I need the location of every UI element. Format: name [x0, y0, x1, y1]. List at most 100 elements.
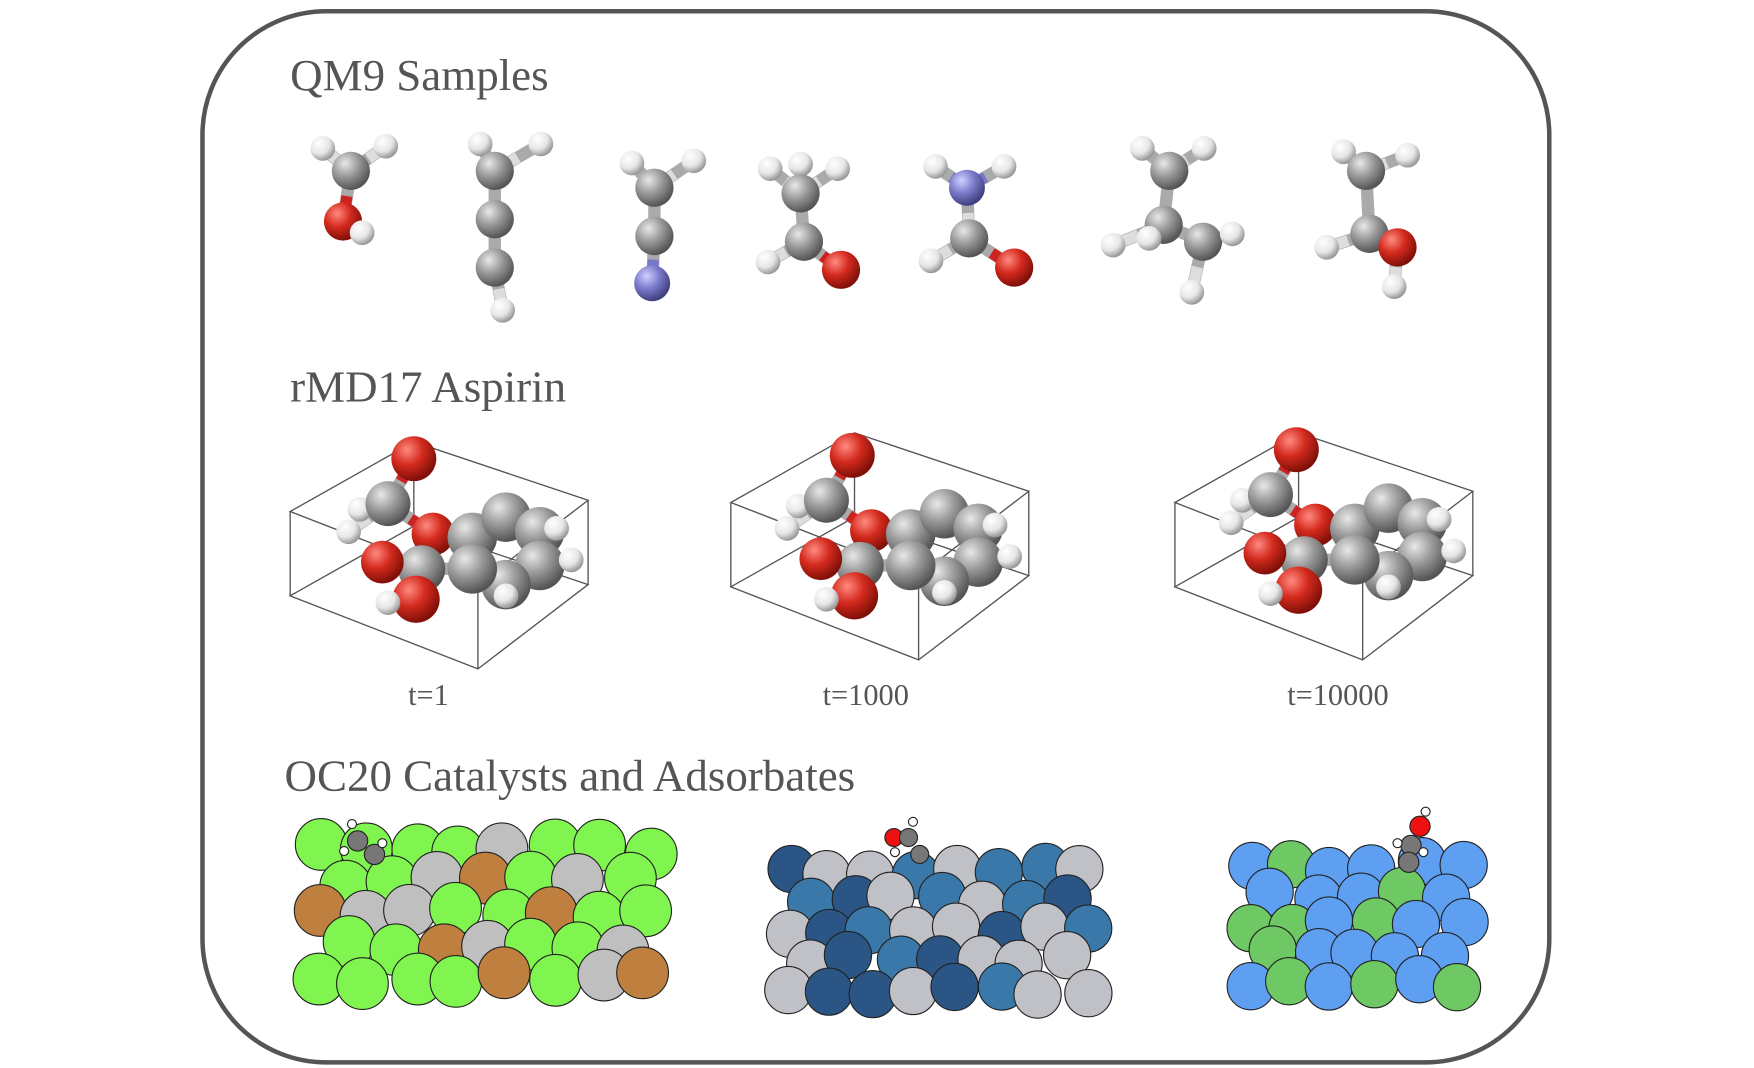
atom: [1274, 566, 1323, 614]
adsorbate-atom: [898, 827, 919, 848]
atom: [784, 222, 824, 261]
atom: [365, 481, 411, 527]
surface-atom: [764, 965, 813, 1015]
atom: [490, 297, 516, 323]
surface-atom: [1064, 969, 1113, 1018]
atom: [528, 131, 554, 157]
atom: [619, 150, 645, 176]
adsorbate-atom: [907, 816, 919, 827]
surface-atom: [1304, 962, 1354, 1011]
atom: [634, 265, 671, 302]
surface-atom: [1350, 960, 1399, 1009]
atom: [821, 250, 861, 289]
adsorbate-atom: [346, 830, 369, 852]
atom: [757, 156, 783, 181]
surface-atom: [619, 884, 673, 938]
atom: [788, 151, 813, 177]
artwork: [288, 131, 1489, 1019]
atom: [475, 200, 514, 239]
adsorbate-atom: [889, 847, 901, 858]
atom: [1330, 535, 1380, 585]
atom: [1314, 234, 1340, 260]
atom: [923, 154, 948, 179]
atom: [1136, 225, 1162, 251]
surface-atom: [529, 953, 582, 1007]
atom: [799, 537, 843, 581]
molecule: [755, 151, 861, 289]
atom: [467, 131, 493, 157]
molecule: [310, 133, 399, 246]
atom: [373, 133, 399, 159]
atom: [1243, 531, 1287, 575]
atom: [558, 547, 584, 573]
atom: [1381, 274, 1407, 300]
time-label: t=1000: [823, 678, 909, 712]
adsorbate-atom: [1398, 851, 1420, 873]
atom: [392, 575, 440, 623]
atom: [1426, 507, 1452, 532]
adsorbate-atom: [377, 838, 388, 849]
section-title: rMD17 Aspirin: [290, 361, 566, 411]
atom: [1331, 139, 1356, 165]
surface-atom: [1042, 930, 1092, 980]
adsorbate-atom: [346, 818, 358, 830]
molecule: [774, 432, 1023, 620]
surface-atom: [477, 946, 531, 1000]
atom: [1183, 222, 1223, 261]
atom: [948, 169, 985, 206]
adsorbate-atom: [1392, 838, 1403, 849]
atom: [1179, 279, 1205, 305]
atom: [781, 174, 820, 213]
atom: [336, 519, 361, 545]
time-label: t=10000: [1287, 678, 1388, 712]
surface-atom: [336, 957, 389, 1010]
molecule: [1100, 136, 1245, 305]
atom: [997, 544, 1023, 569]
atom: [1376, 574, 1401, 600]
adsorbate-atom: [1409, 815, 1431, 837]
adsorbate-atom: [339, 845, 350, 857]
atom: [774, 516, 800, 541]
molecule: [467, 131, 554, 323]
atom: [1218, 510, 1244, 536]
atom: [1258, 581, 1283, 606]
atom: [375, 590, 401, 615]
atom: [1441, 538, 1467, 564]
atom: [982, 512, 1008, 538]
atom: [950, 219, 989, 258]
atom: [1346, 151, 1386, 190]
molecule: [619, 148, 707, 302]
atom: [1219, 221, 1245, 247]
atom: [1191, 136, 1217, 161]
atom: [850, 509, 893, 552]
surface-atom: [930, 962, 979, 1012]
catalyst-slab: [1226, 836, 1489, 1012]
catalyst-slab: [764, 842, 1113, 1019]
atom: [991, 154, 1017, 179]
adsorbate-atom: [363, 843, 386, 866]
adsorbate-atom: [1420, 806, 1431, 817]
adsorbate-atom: [1418, 847, 1429, 858]
adsorbate-atom: [910, 844, 930, 864]
atom: [829, 432, 875, 478]
atom: [544, 516, 569, 541]
surface-atom: [888, 966, 938, 1016]
atom: [391, 436, 437, 482]
atom: [331, 151, 370, 190]
atom: [918, 248, 944, 274]
molecule: [1218, 427, 1467, 614]
atom: [349, 220, 375, 246]
atom: [1378, 228, 1417, 267]
atom: [825, 156, 851, 181]
atom: [1273, 427, 1319, 473]
atom: [447, 544, 498, 594]
molecule: [918, 154, 1034, 287]
atom: [635, 216, 674, 256]
atom: [681, 148, 707, 174]
time-label: t=1: [408, 678, 449, 712]
atom: [635, 168, 674, 207]
surface-atom: [1432, 962, 1482, 1012]
surface-atom: [804, 967, 854, 1016]
surface-atom: [866, 871, 915, 921]
